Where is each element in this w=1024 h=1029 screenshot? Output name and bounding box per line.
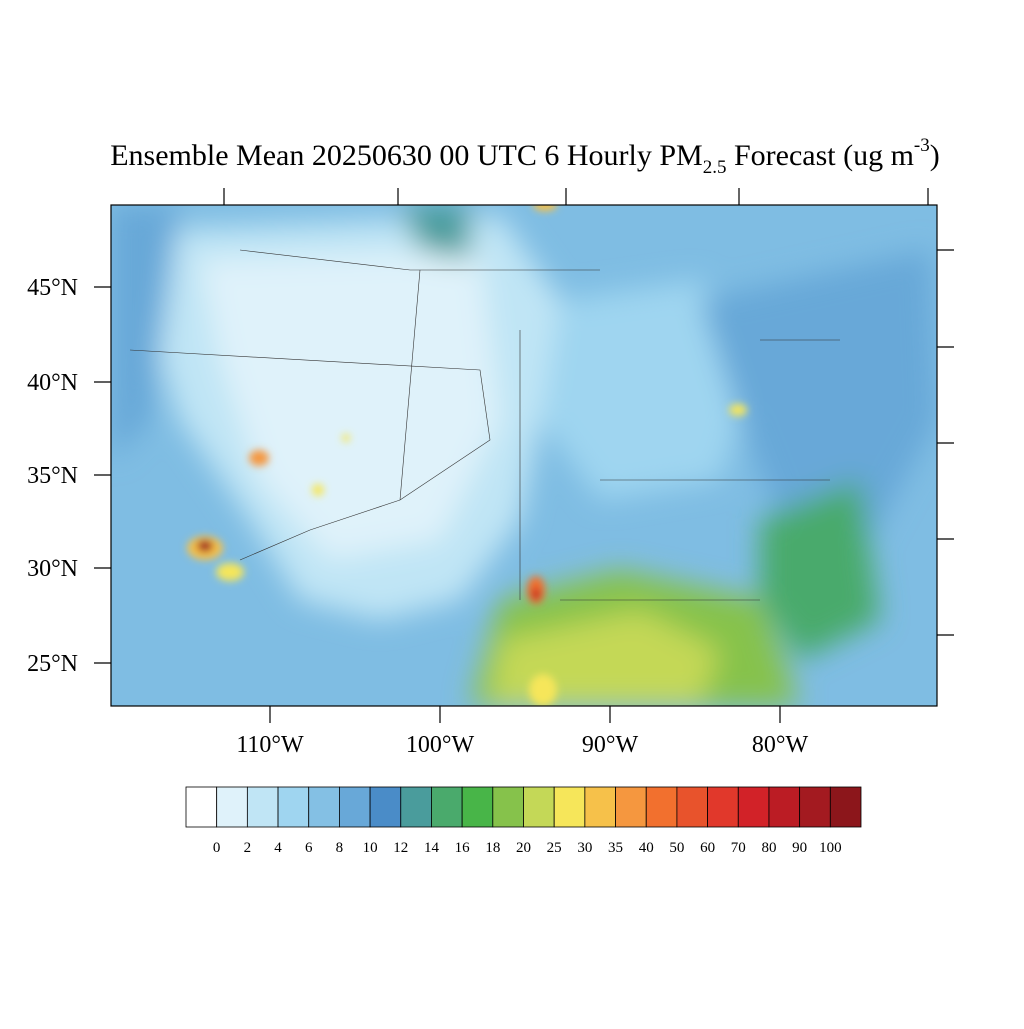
colorbar-label: 12 [393,840,408,856]
map-frame [110,204,938,707]
title-main: Ensemble Mean 20250630 00 UTC 6 Hourly P… [110,139,702,172]
longitude-label: 100°W [406,732,475,758]
colorbar-label: 35 [608,840,623,856]
colorbar-box [737,786,770,828]
colorbar-label: 60 [700,840,715,856]
colorbar-box [277,786,310,828]
map-field [111,205,937,706]
map-labels: 110°W 100°W 90°W 80°W 45°N 40°N 35°N 30°N 25°N [27,275,808,758]
colorbar-box [799,786,831,828]
colorbar-box [308,786,340,828]
colorbar-label: 0 [213,840,221,856]
colorbar-label: 16 [455,840,471,856]
colorbar-box [676,786,708,828]
colorbar-box [185,786,218,828]
map-ticks [94,188,954,723]
colorbar-box [339,786,371,828]
colorbar-label: 70 [731,840,746,856]
title-subscript: 2.5 [703,157,727,178]
latitude-label: 25°N [27,651,78,677]
colorbar-box [216,786,248,828]
latitude-label: 35°N [27,463,78,489]
colorbar-box [768,786,801,828]
colorbar-box [645,786,678,828]
colorbar-label: 6 [305,840,313,856]
colorbar-box [829,786,862,828]
colorbar-label: 8 [336,840,344,856]
latitude-label: 40°N [27,370,78,396]
colorbar-box [369,786,402,828]
colorbar-box [461,786,494,828]
colorbar-label: 10 [363,840,378,856]
colorbar-label: 20 [516,840,531,856]
longitude-label: 110°W [236,732,304,758]
colorbar-label: 40 [639,840,654,856]
title-end: ) [930,139,940,172]
longitude-label: 90°W [582,732,639,758]
colorbar-label: 100 [819,840,842,856]
longitude-label: 80°W [752,732,809,758]
colorbar-label: 30 [577,840,592,856]
title: Ensemble Mean 20250630 00 UTC 6 Hourly P… [110,135,940,178]
latitude-label: 30°N [27,556,78,582]
colorbar-box [492,786,524,828]
colorbar-label: 90 [792,840,807,856]
title-superscript: -3 [914,135,930,156]
colorbar-box [553,786,586,828]
colorbar-box [246,786,279,828]
colorbar-label: 2 [244,840,252,856]
colorbar-box [431,786,463,828]
colorbar-box [615,786,647,828]
colorbar-label: 80 [761,840,776,856]
colorbar-label: 25 [547,840,562,856]
colorbar-label: 18 [485,840,500,856]
colorbar-box [400,786,432,828]
colorbar-box [523,786,555,828]
colorbar-label: 50 [669,840,684,856]
colorbar-box [584,786,616,828]
latitude-label: 45°N [27,275,78,301]
title-middle: Forecast (ug m [726,139,913,172]
colorbar-label: 14 [424,840,440,856]
colorbar-label: 4 [274,840,282,856]
colorbar: 0 2 4 6 8 10 12 14 16 18 20 25 30 35 40 50 60 70 80 90 100 [185,786,862,856]
colorbar-box [707,786,739,828]
